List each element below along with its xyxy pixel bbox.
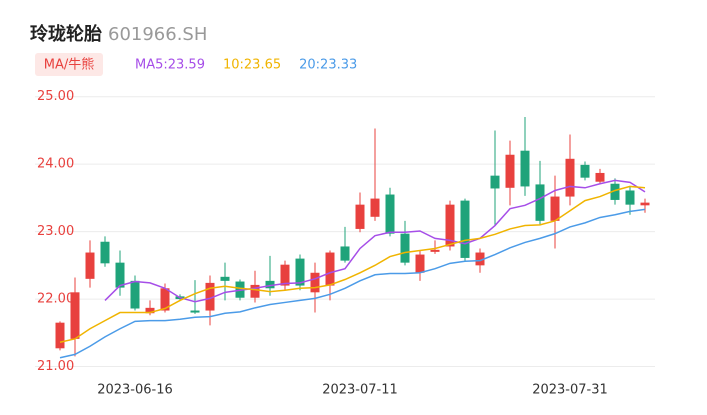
candle-body bbox=[370, 198, 380, 217]
candle-body bbox=[115, 262, 125, 288]
candle-body bbox=[85, 252, 95, 279]
candle-body bbox=[100, 241, 110, 264]
candle-body bbox=[505, 154, 515, 188]
candle-body bbox=[580, 164, 590, 178]
candle-body bbox=[415, 254, 425, 273]
candle-body bbox=[460, 200, 470, 258]
candle-body bbox=[520, 150, 530, 187]
candle-body bbox=[430, 249, 440, 252]
candle-body bbox=[130, 280, 140, 309]
x-tick-label: 2023-07-11 bbox=[322, 383, 398, 398]
candle-body bbox=[400, 233, 410, 263]
candle-body bbox=[445, 204, 455, 247]
candle-body bbox=[265, 280, 275, 289]
x-tick-label: 2023-06-16 bbox=[97, 383, 173, 398]
legend-title[interactable]: MA/牛熊 bbox=[44, 57, 95, 73]
legend-entry: MA5:23.59 bbox=[135, 58, 205, 73]
candle-body bbox=[325, 252, 335, 286]
candle-body bbox=[610, 183, 620, 200]
candle-body bbox=[220, 276, 230, 281]
y-tick-label: 22.00 bbox=[37, 292, 74, 307]
y-tick-label: 25.00 bbox=[37, 89, 74, 104]
candle-body bbox=[640, 202, 650, 206]
ma-line bbox=[59, 185, 646, 343]
legend-entry: 10:23.65 bbox=[223, 58, 281, 73]
candle-body bbox=[295, 258, 305, 286]
candle-body bbox=[250, 284, 260, 298]
candle-body bbox=[625, 190, 635, 205]
legend-entry: 20:23.33 bbox=[299, 58, 357, 73]
candle-body bbox=[160, 288, 170, 311]
candle-body bbox=[310, 272, 320, 293]
candle-body bbox=[535, 184, 545, 221]
candle-body bbox=[490, 175, 500, 189]
candle-body bbox=[550, 196, 560, 221]
y-tick-label: 21.00 bbox=[37, 359, 74, 374]
stock-code: 601966.SH bbox=[108, 24, 207, 45]
candle-body bbox=[340, 246, 350, 261]
ma-line bbox=[59, 208, 646, 359]
candle-body bbox=[595, 172, 605, 182]
legend-badge[interactable] bbox=[35, 53, 103, 76]
candle-body bbox=[385, 194, 395, 234]
y-tick-label: 23.00 bbox=[37, 224, 74, 239]
candle-body bbox=[145, 307, 155, 314]
y-tick-label: 24.00 bbox=[37, 157, 74, 172]
ma-line bbox=[104, 179, 646, 303]
candle-body bbox=[565, 158, 575, 197]
candle-body bbox=[475, 252, 485, 266]
candle-body bbox=[355, 204, 365, 229]
candle-body bbox=[280, 264, 290, 286]
candle-body bbox=[190, 310, 200, 313]
candle-body bbox=[55, 322, 65, 349]
candle-body bbox=[70, 292, 80, 339]
candle-body bbox=[205, 282, 215, 311]
x-tick-label: 2023-07-31 bbox=[532, 383, 608, 398]
stock-name: 玲珑轮胎 bbox=[30, 23, 102, 45]
